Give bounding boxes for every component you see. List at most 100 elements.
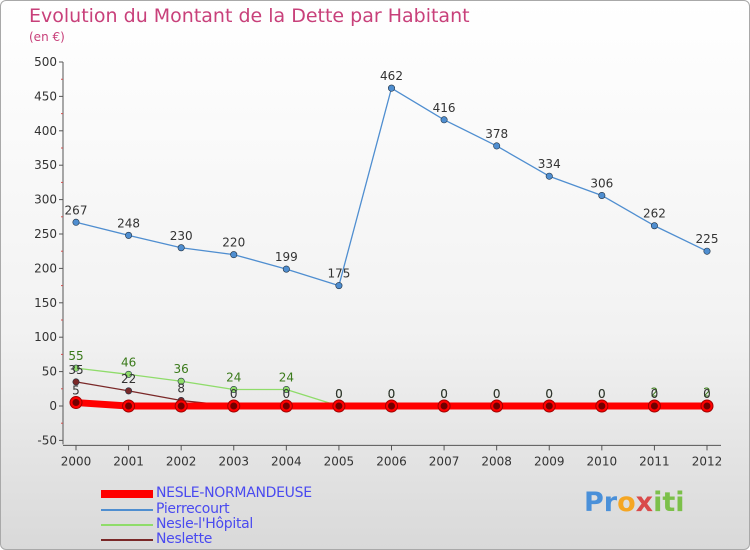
data-label: 0 bbox=[598, 387, 606, 401]
x-tick-label: 2011 bbox=[639, 454, 670, 468]
data-point bbox=[387, 84, 395, 92]
data-label: 262 bbox=[643, 207, 666, 221]
x-tick-label: 2004 bbox=[271, 454, 302, 468]
data-point bbox=[177, 402, 185, 410]
data-point bbox=[493, 142, 501, 150]
x-tick-label: 2003 bbox=[218, 454, 249, 468]
data-point bbox=[72, 364, 80, 372]
data-label: 0 bbox=[283, 387, 291, 401]
y-tick-label: -50 bbox=[37, 433, 57, 447]
logo-part-1: Pr bbox=[584, 487, 618, 518]
data-label: 5 bbox=[72, 384, 80, 398]
y-tick-label: 200 bbox=[34, 261, 57, 275]
logo-part-3: x bbox=[635, 487, 654, 518]
data-point bbox=[650, 222, 658, 230]
x-tick-label: 2012 bbox=[692, 454, 723, 468]
y-tick-label: 50 bbox=[42, 365, 57, 379]
chart-subtitle: (en €) bbox=[29, 30, 65, 44]
data-label: 462 bbox=[380, 69, 403, 83]
legend-swatch-nesle-normandeuse bbox=[101, 490, 153, 498]
data-point bbox=[545, 402, 553, 410]
data-label: 0 bbox=[388, 387, 396, 401]
data-label: 0 bbox=[335, 387, 343, 401]
x-tick-label: 2007 bbox=[429, 454, 460, 468]
data-label: 199 bbox=[275, 250, 298, 264]
data-label: 0 bbox=[545, 387, 553, 401]
data-label: 36 bbox=[174, 362, 189, 376]
data-label: 0 bbox=[545, 387, 553, 401]
logo-part-2: o bbox=[617, 487, 636, 518]
x-tick-label: 2006 bbox=[376, 454, 407, 468]
legend-swatch-pierrecourt bbox=[101, 509, 153, 511]
data-point bbox=[125, 231, 133, 239]
data-point bbox=[703, 402, 711, 410]
data-label: 2 bbox=[703, 386, 711, 400]
data-point bbox=[72, 378, 80, 386]
data-point bbox=[388, 402, 395, 410]
data-point bbox=[125, 370, 133, 378]
data-label: 24 bbox=[279, 370, 294, 384]
data-point bbox=[230, 402, 238, 410]
legend-swatch-neslette bbox=[101, 539, 153, 541]
data-point bbox=[177, 244, 185, 252]
y-tick-label: 300 bbox=[34, 193, 57, 207]
x-tick-label: 2008 bbox=[481, 454, 512, 468]
logo-part-4: iti bbox=[653, 487, 685, 518]
x-tick-label: 2005 bbox=[324, 454, 355, 468]
data-point bbox=[282, 402, 290, 410]
data-point bbox=[177, 377, 185, 385]
data-label: 0 bbox=[440, 387, 448, 401]
data-label: 0 bbox=[388, 387, 396, 401]
data-point bbox=[650, 402, 658, 410]
data-point bbox=[230, 385, 238, 393]
data-label: 22 bbox=[121, 372, 136, 386]
data-point bbox=[282, 265, 290, 273]
data-point bbox=[72, 399, 80, 407]
data-label: 55 bbox=[68, 349, 83, 363]
data-point bbox=[493, 402, 501, 410]
y-tick-label: 150 bbox=[34, 296, 57, 310]
x-tick-label: 2000 bbox=[61, 454, 92, 468]
data-label: 230 bbox=[170, 229, 193, 243]
data-label: 225 bbox=[696, 232, 719, 246]
chart-title: Evolution du Montant de la Dette par Hab… bbox=[29, 5, 470, 27]
data-point bbox=[125, 387, 133, 395]
legend-label-nesle-l-hopital: Nesle-l'Hôpital bbox=[156, 516, 254, 532]
data-point bbox=[282, 385, 290, 393]
legend-label-nesle-normandeuse: NESLE-NORMANDEUSE bbox=[156, 485, 312, 501]
data-label: 0 bbox=[493, 387, 501, 401]
data-label: 416 bbox=[433, 101, 456, 115]
data-label: 0 bbox=[651, 387, 659, 401]
legend-label-neslette: Neslette bbox=[156, 531, 213, 547]
y-tick-label: 350 bbox=[34, 158, 57, 172]
data-point bbox=[230, 251, 238, 259]
data-point bbox=[72, 218, 80, 226]
y-tick-label: 250 bbox=[34, 227, 57, 241]
data-label: 0 bbox=[493, 387, 501, 401]
data-label: 0 bbox=[230, 387, 238, 401]
data-point bbox=[598, 402, 606, 410]
data-label: 0 bbox=[440, 387, 448, 401]
data-label: 267 bbox=[65, 203, 88, 217]
data-label: 46 bbox=[121, 355, 136, 369]
data-label: 306 bbox=[590, 176, 613, 190]
data-label: 175 bbox=[327, 267, 350, 281]
y-tick-label: 500 bbox=[34, 55, 57, 69]
data-label: 2 bbox=[651, 386, 659, 400]
data-point bbox=[335, 402, 343, 410]
legend-label-pierrecourt: Pierrecourt bbox=[156, 501, 230, 517]
data-point bbox=[440, 402, 448, 410]
data-label: 0 bbox=[703, 387, 711, 401]
data-point bbox=[440, 116, 448, 124]
data-label: 0 bbox=[335, 387, 343, 401]
legend-swatch-nesle-l-hopital bbox=[101, 524, 153, 526]
data-label: 220 bbox=[222, 236, 245, 250]
x-tick-label: 2009 bbox=[534, 454, 565, 468]
proxiti-logo: Proxiti bbox=[584, 487, 685, 518]
data-label: 334 bbox=[538, 157, 561, 171]
data-point bbox=[703, 247, 711, 255]
y-tick-label: 0 bbox=[49, 399, 57, 413]
data-label: 0 bbox=[598, 387, 606, 401]
